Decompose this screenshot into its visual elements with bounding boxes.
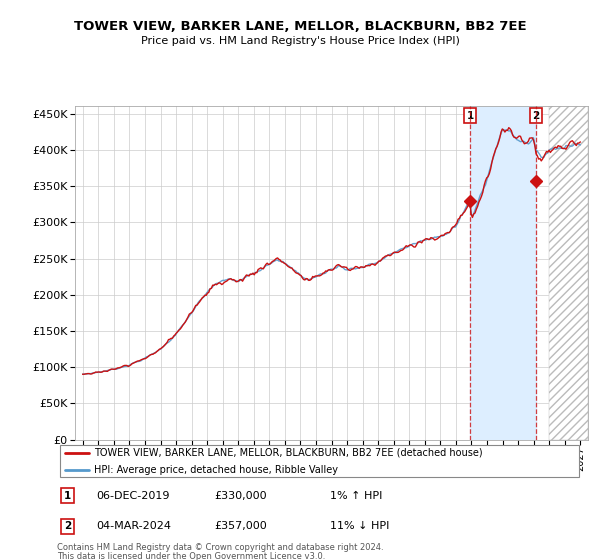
Text: 06-DEC-2019: 06-DEC-2019 <box>97 491 170 501</box>
Text: 2: 2 <box>64 521 71 531</box>
Bar <box>549 106 588 440</box>
Text: 11% ↓ HPI: 11% ↓ HPI <box>330 521 389 531</box>
Text: HPI: Average price, detached house, Ribble Valley: HPI: Average price, detached house, Ribb… <box>94 465 338 475</box>
Text: £330,000: £330,000 <box>215 491 267 501</box>
FancyBboxPatch shape <box>59 445 580 478</box>
Bar <box>549 106 588 440</box>
Text: Contains HM Land Registry data © Crown copyright and database right 2024.: Contains HM Land Registry data © Crown c… <box>57 543 383 552</box>
Bar <box>470 106 536 440</box>
Text: £357,000: £357,000 <box>215 521 267 531</box>
Text: TOWER VIEW, BARKER LANE, MELLOR, BLACKBURN, BB2 7EE (detached house): TOWER VIEW, BARKER LANE, MELLOR, BLACKBU… <box>94 448 482 458</box>
Text: This data is licensed under the Open Government Licence v3.0.: This data is licensed under the Open Gov… <box>57 552 325 560</box>
Text: 1% ↑ HPI: 1% ↑ HPI <box>330 491 382 501</box>
Text: 1: 1 <box>64 491 71 501</box>
Text: 2: 2 <box>533 111 540 121</box>
Text: 1: 1 <box>467 111 474 121</box>
Text: Price paid vs. HM Land Registry's House Price Index (HPI): Price paid vs. HM Land Registry's House … <box>140 36 460 46</box>
Text: TOWER VIEW, BARKER LANE, MELLOR, BLACKBURN, BB2 7EE: TOWER VIEW, BARKER LANE, MELLOR, BLACKBU… <box>74 20 526 32</box>
Text: 04-MAR-2024: 04-MAR-2024 <box>97 521 172 531</box>
